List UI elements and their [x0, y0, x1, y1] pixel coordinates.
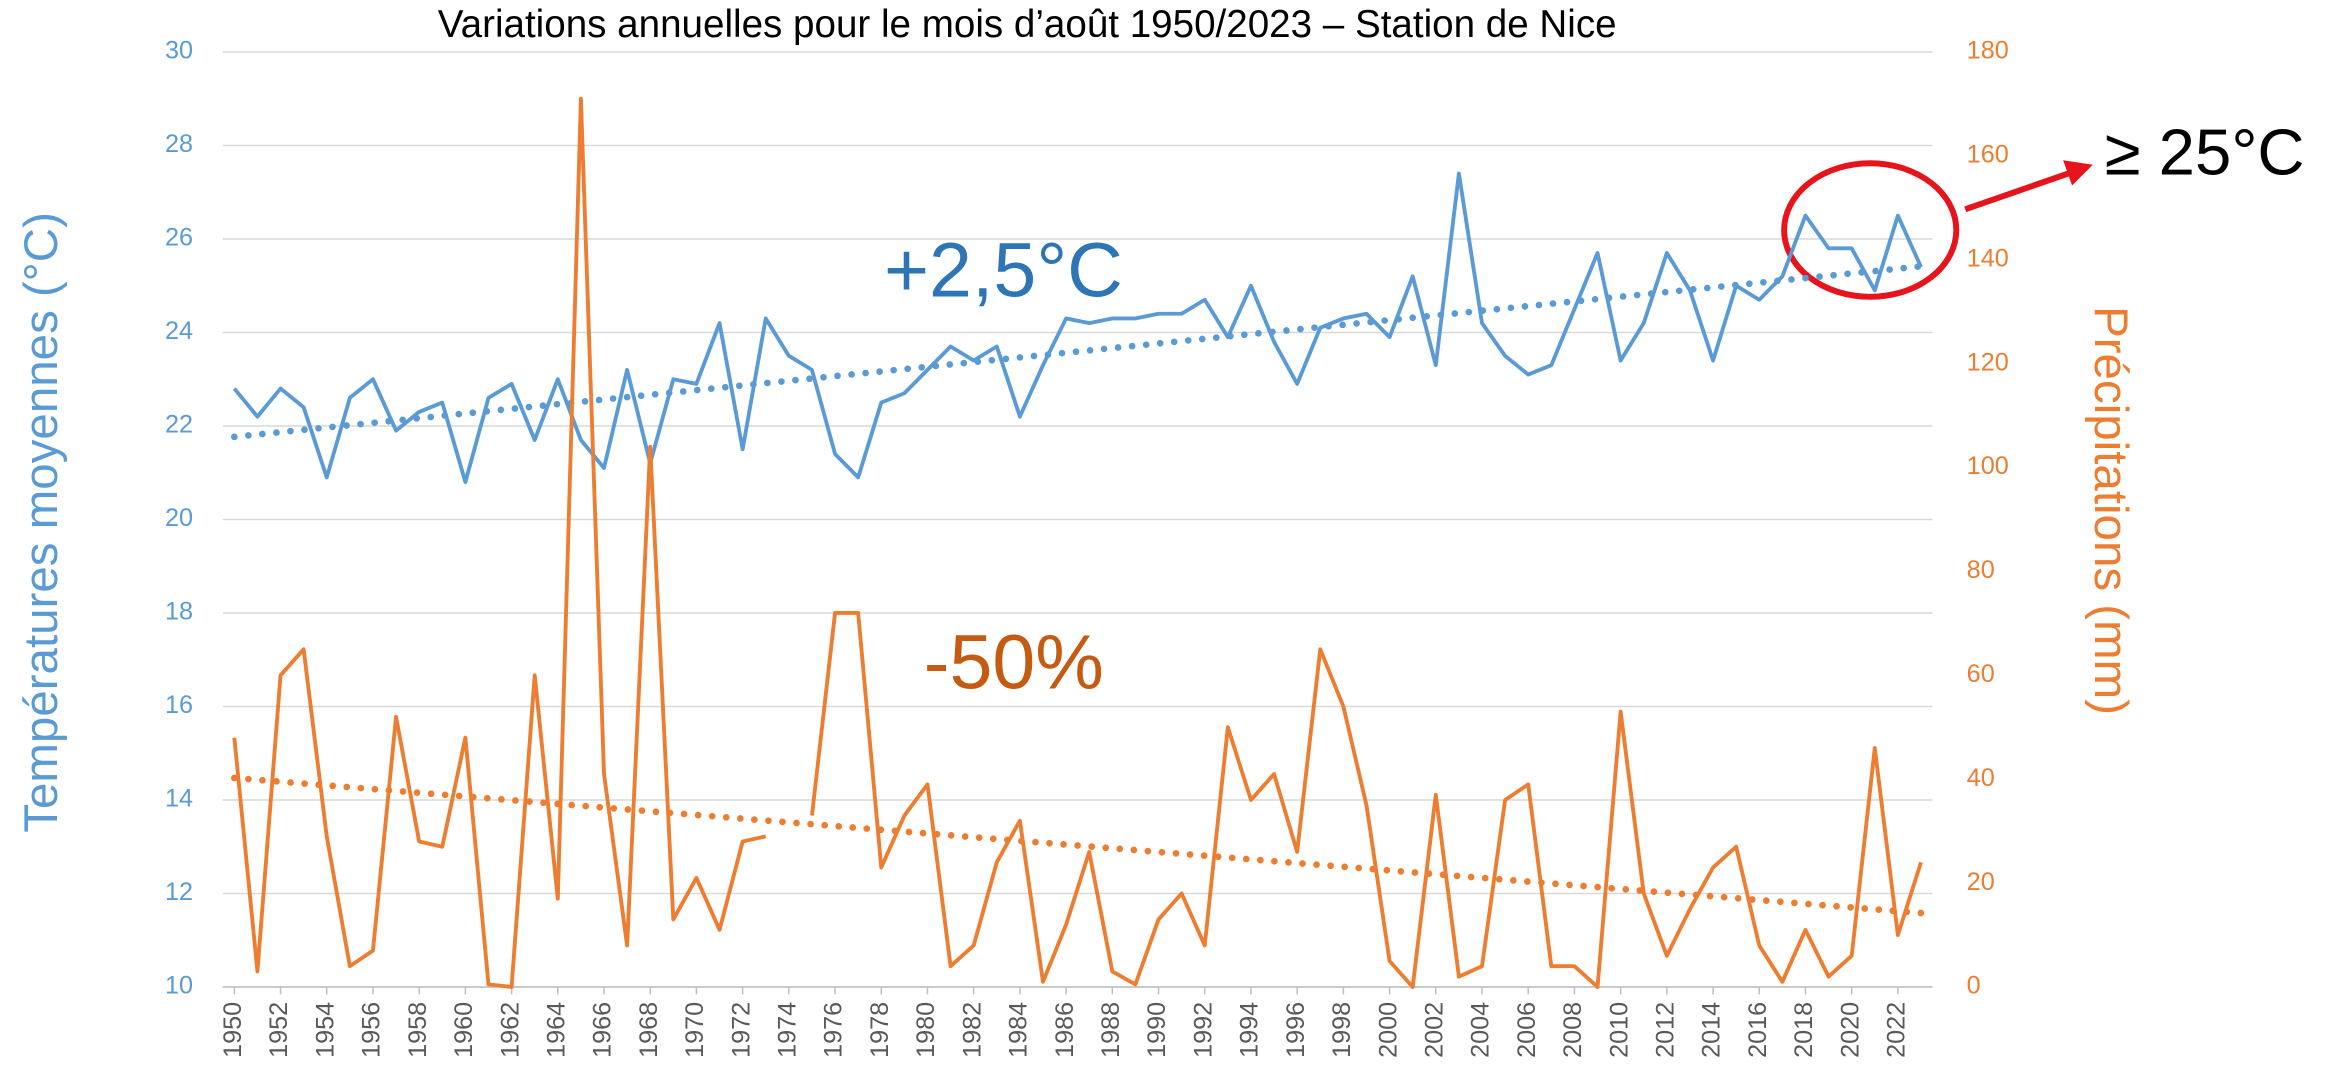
- x-tick-label: 1972: [727, 1002, 755, 1058]
- y2-tick-label: 20: [1967, 868, 1995, 896]
- y-tick-label: 16: [165, 691, 193, 719]
- x-tick-label: 1966: [589, 1002, 617, 1058]
- y-tick-label: 14: [165, 785, 193, 813]
- annotation: -50%: [924, 619, 1104, 705]
- x-tick-label: 2022: [1883, 1002, 1911, 1058]
- y-tick-label: 24: [165, 317, 193, 345]
- x-tick-label: 1964: [542, 1002, 570, 1058]
- y-tick-label: 26: [165, 224, 193, 252]
- arrow-head: [2063, 160, 2093, 186]
- y2-tick-label: 160: [1967, 141, 2009, 169]
- y2-tick-label: 80: [1967, 556, 1995, 584]
- x-tick-label: 1992: [1189, 1002, 1217, 1058]
- x-tick-label: 1968: [635, 1002, 663, 1058]
- x-tick-label: 1954: [311, 1002, 339, 1058]
- x-tick-label: 2006: [1513, 1002, 1541, 1058]
- x-tick-label: 1956: [358, 1002, 386, 1058]
- x-tick-label: 1958: [404, 1002, 432, 1058]
- highlight-circle: [1781, 160, 1960, 300]
- x-tick-label: 1986: [1051, 1002, 1079, 1058]
- x-tick-label: 1998: [1328, 1002, 1356, 1058]
- x-tick-label: 1962: [496, 1002, 524, 1058]
- x-tick-label: 1984: [1005, 1002, 1033, 1058]
- x-tick-label: 2020: [1836, 1002, 1864, 1058]
- x-tick-label: 1960: [450, 1002, 478, 1058]
- y2-tick-label: 120: [1967, 348, 2009, 376]
- y-tick-label: 22: [165, 411, 193, 439]
- y-tick-label: 12: [165, 878, 193, 906]
- y2-axis-label: Précipitations (mm): [2084, 306, 2137, 715]
- chart-title: Variations annuelles pour le mois d’août…: [438, 3, 1617, 46]
- x-tick-label: 1980: [912, 1002, 940, 1058]
- y-tick-label: 20: [165, 504, 193, 532]
- y-axis-label: Températures moyennes (°C): [15, 212, 68, 833]
- x-tick-label: 2018: [1790, 1002, 1818, 1058]
- x-tick-label: 1952: [265, 1002, 293, 1058]
- x-tick-label: 1988: [1097, 1002, 1125, 1058]
- x-tick-label: 2012: [1652, 1002, 1680, 1058]
- trend-line: [230, 263, 1925, 441]
- x-tick-label: 2004: [1467, 1002, 1495, 1058]
- arrow-shaft: [1964, 169, 2074, 213]
- x-tick-label: 2010: [1605, 1002, 1633, 1058]
- data-line: [232, 171, 1923, 484]
- y-tick-label: 10: [165, 972, 193, 1000]
- x-tick-label: 2016: [1744, 1002, 1772, 1058]
- x-tick-label: 1990: [1143, 1002, 1171, 1058]
- x-tick-label: 2008: [1559, 1002, 1587, 1058]
- annotation: +2,5°C: [884, 227, 1123, 313]
- x-tick-label: 1974: [774, 1002, 802, 1058]
- x-tick-label: 1982: [958, 1002, 986, 1058]
- x-tick-label: 1994: [1236, 1002, 1264, 1058]
- x-tick-label: 2000: [1374, 1002, 1402, 1058]
- data-line: [232, 96, 1923, 989]
- y2-tick-label: 100: [1967, 452, 2009, 480]
- y-tick-label: 28: [165, 130, 193, 158]
- y2-tick-label: 0: [1967, 972, 1981, 1000]
- y-tick-label: 30: [165, 37, 193, 65]
- y2-tick-label: 140: [1967, 244, 2009, 272]
- y2-tick-label: 180: [1967, 37, 2009, 65]
- y2-tick-label: 40: [1967, 764, 1995, 792]
- trend-line: [230, 774, 1925, 917]
- x-tick-label: 2014: [1698, 1002, 1726, 1058]
- annotation: ≥ 25°C: [2105, 116, 2305, 189]
- x-tick-label: 1976: [820, 1002, 848, 1058]
- x-tick-label: 1970: [681, 1002, 709, 1058]
- x-tick-label: 1978: [866, 1002, 894, 1058]
- x-tick-label: 1996: [1282, 1002, 1310, 1058]
- x-tick-label: 2002: [1420, 1002, 1448, 1058]
- y-tick-label: 18: [165, 598, 193, 626]
- grid: [222, 51, 1933, 988]
- x-tick-label: 1950: [219, 1002, 247, 1058]
- y2-tick-label: 60: [1967, 660, 1995, 688]
